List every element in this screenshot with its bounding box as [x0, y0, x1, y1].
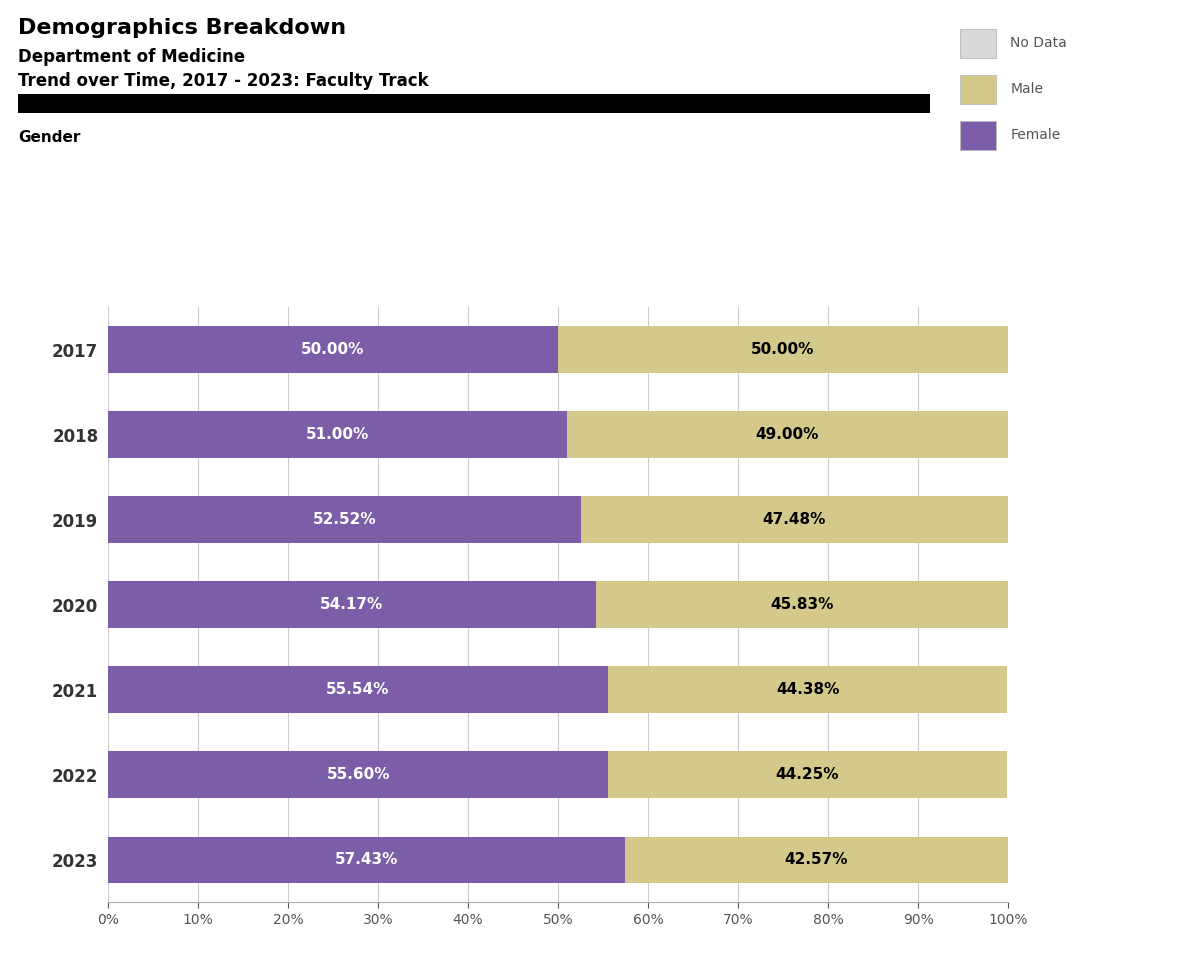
Text: 45.83%: 45.83%	[770, 597, 834, 612]
Bar	[558, 326, 1008, 373]
Text: 52.52%: 52.52%	[312, 513, 376, 527]
Bar	[108, 752, 608, 798]
Text: Demographics Breakdown: Demographics Breakdown	[18, 18, 346, 38]
Text: 44.38%: 44.38%	[776, 683, 839, 697]
Text: 42.57%: 42.57%	[785, 852, 848, 868]
Bar	[608, 752, 1007, 798]
Bar	[608, 666, 1007, 713]
Bar	[568, 411, 1008, 458]
Bar	[595, 582, 1008, 628]
Text: 47.48%: 47.48%	[763, 513, 826, 527]
Text: 50.00%: 50.00%	[301, 342, 365, 357]
Text: 49.00%: 49.00%	[756, 427, 820, 443]
Bar	[108, 326, 558, 373]
Text: Trend over Time, 2017 - 2023: Faculty Track: Trend over Time, 2017 - 2023: Faculty Tr…	[18, 72, 428, 90]
Text: Gender: Gender	[18, 130, 80, 145]
Text: 57.43%: 57.43%	[335, 852, 398, 868]
Bar	[108, 836, 625, 883]
Bar	[108, 666, 608, 713]
Text: 50.00%: 50.00%	[751, 342, 815, 357]
Bar	[581, 496, 1008, 543]
Bar	[108, 411, 568, 458]
Text: 55.54%: 55.54%	[326, 683, 390, 697]
Bar	[625, 836, 1008, 883]
Text: Female: Female	[1010, 129, 1061, 142]
Text: No Data: No Data	[1010, 36, 1067, 50]
Bar	[108, 496, 581, 543]
Bar	[108, 582, 595, 628]
Text: Department of Medicine: Department of Medicine	[18, 48, 245, 66]
Text: 54.17%: 54.17%	[320, 597, 383, 612]
Text: 51.00%: 51.00%	[306, 427, 370, 443]
Text: Male: Male	[1010, 83, 1044, 96]
Text: 55.60%: 55.60%	[326, 767, 390, 782]
Text: 44.25%: 44.25%	[775, 767, 839, 782]
